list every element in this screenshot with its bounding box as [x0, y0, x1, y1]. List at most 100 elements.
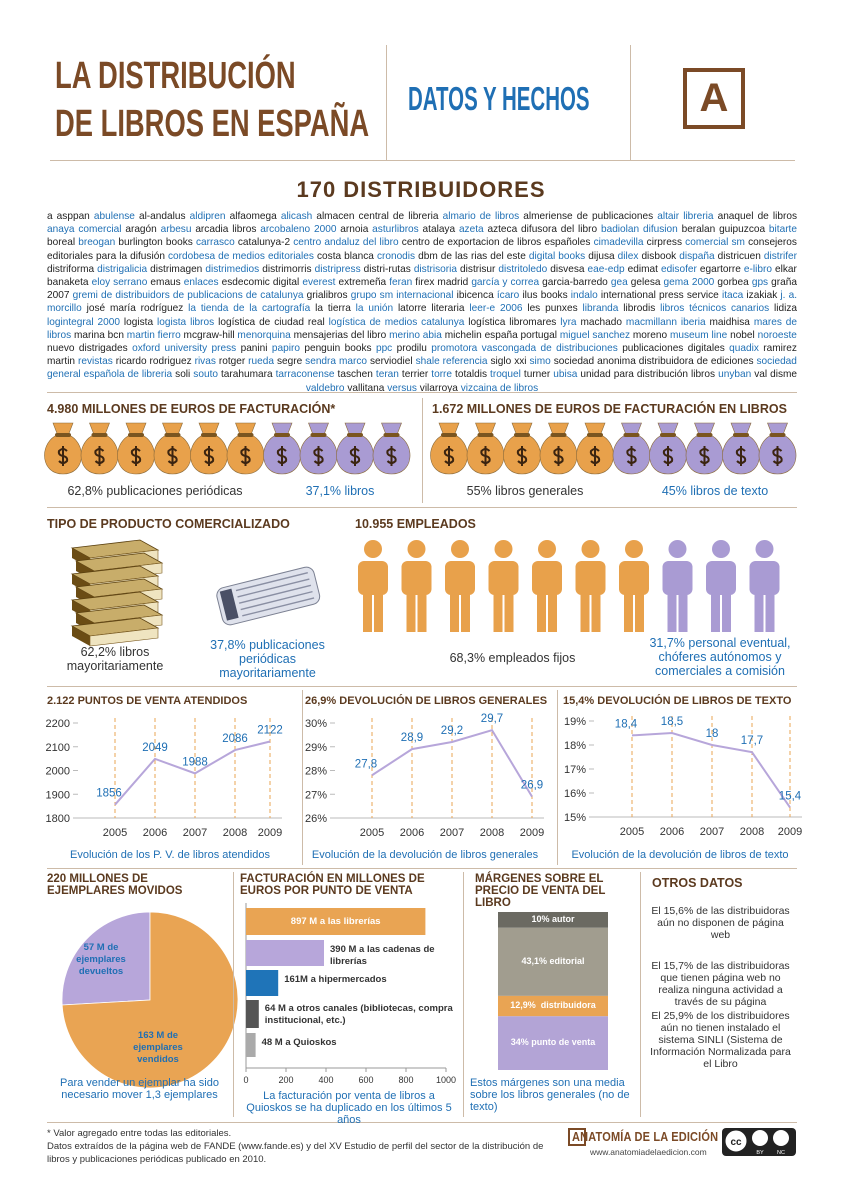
label: 62,8% publicaciones periódicas — [67, 484, 243, 498]
chart-title: 15,4% DEVOLUCIÓN DE LIBROS DE TEXTO — [563, 694, 792, 707]
distributor: catalunya-2 — [237, 237, 291, 249]
x-tick-label: 2005 — [103, 827, 127, 839]
head — [712, 540, 730, 558]
bag-tie — [310, 433, 327, 437]
person-icon — [662, 540, 693, 632]
money-bag — [226, 422, 265, 475]
chart-title: 2.122 PUNTOS DE VENTA ATENDIDOS — [47, 695, 247, 707]
segment-label: 43,1% editorial — [521, 955, 585, 966]
distributor: extremeña — [338, 277, 387, 289]
distributor: almario de libros — [442, 211, 520, 222]
torso — [662, 561, 693, 595]
distributor: garcia-barredo — [542, 277, 608, 289]
distributor: arbesu — [160, 224, 192, 236]
x-tick-label: 2007 — [700, 826, 724, 838]
bag-tie — [274, 433, 290, 437]
newspaper — [216, 566, 321, 626]
money-bag — [190, 422, 228, 475]
caption: Para vender un ejemplar ha sido necesari… — [60, 1077, 219, 1101]
y-tick-label: 15% — [564, 812, 586, 824]
distributor: elkar banaketa — [47, 263, 797, 289]
bag-tie — [696, 433, 713, 437]
distributor: costa blanca — [317, 250, 374, 262]
distributor: asturlibros — [372, 224, 419, 236]
torso — [445, 561, 475, 595]
stack-segment — [498, 1016, 608, 1070]
dollar-sign — [203, 446, 215, 466]
leg — [635, 590, 644, 632]
distributor: cordobesa de medios editoriales — [167, 250, 314, 262]
value-label: 15,4 — [779, 790, 802, 802]
distributor: valdebro — [305, 382, 345, 394]
money-bag — [685, 422, 724, 475]
distributor: noroeste — [757, 329, 797, 341]
label: 37,8% publicaciones periódicas mayoritar… — [210, 638, 325, 680]
y-tick-label: 17% — [564, 764, 586, 776]
x-tick-label: 2008 — [223, 827, 247, 839]
distributor: distrimedios — [205, 263, 260, 275]
pie-slice — [61, 911, 151, 1006]
distributor: alfaomega — [229, 211, 277, 222]
stack-segment — [498, 995, 608, 1017]
bar — [246, 908, 426, 935]
bag-tie — [91, 433, 108, 437]
bag-tie — [660, 433, 676, 437]
dollar-sign — [662, 446, 674, 466]
bag-tie — [550, 433, 567, 437]
section-title: OTROS DATOS — [652, 876, 743, 890]
leg — [722, 590, 731, 632]
distributor: districuen — [717, 250, 761, 262]
distributor: taschen — [337, 369, 373, 381]
value-label: 17,7 — [741, 735, 763, 747]
distributor: graña 2007 — [47, 277, 797, 302]
caption: Evolución de la devolución de libros de … — [571, 849, 788, 861]
distributor: gema 2000 — [663, 277, 715, 289]
value-label: 897 M a las librerías — [290, 916, 381, 927]
dollar-sign — [589, 446, 601, 466]
segment-label: 34% punto de venta — [510, 1037, 596, 1048]
head — [668, 540, 687, 558]
value-label: 26,9 — [521, 780, 543, 792]
label: 55% libros generales — [466, 484, 584, 498]
paper-line — [238, 584, 312, 604]
divider — [47, 1122, 797, 1123]
money-bag — [117, 422, 155, 475]
torso — [532, 561, 562, 595]
section-title: TIPO DE PRODUCTO COMERCIALIZADO — [47, 517, 290, 531]
chart-title: 26,9% DEVOLUCIÓN DE LIBROS GENERALES — [305, 694, 547, 707]
distributor: gremi de distribuidors de publicacions d… — [72, 290, 304, 302]
head — [755, 540, 774, 558]
value-label: 1988 — [182, 756, 208, 768]
distributor: macmillann iberia — [625, 316, 706, 328]
bar — [246, 1033, 256, 1057]
distributor: mensajerias del libro — [293, 329, 387, 341]
distributor: la tienda de la cartografía — [188, 303, 311, 315]
fact: El 15,6% de las distribuidoras aún no di… — [651, 905, 790, 941]
distributor: burlington books — [118, 237, 193, 249]
value-label: 64 M a otros canales (bibliotecas, compr… — [264, 1003, 453, 1026]
head — [581, 540, 600, 558]
value-label: 48 M a Quioskos — [261, 1037, 337, 1048]
distributor: gelesa — [630, 277, 661, 289]
paper-header — [219, 588, 239, 621]
value-label: 2049 — [142, 742, 168, 754]
distributor: leer-e 2006 — [469, 303, 523, 315]
dollar-sign — [130, 446, 142, 466]
bag-tie — [164, 433, 181, 437]
slice-label: 163 M de ejemplares vendidos — [133, 1030, 183, 1065]
badge-text: NC — [777, 1150, 785, 1156]
distributor: eloy serrano — [91, 277, 148, 289]
distributor: arcobaleno 2000 — [260, 224, 337, 236]
x-tick-label: 2009 — [520, 827, 544, 839]
bag-tie — [201, 433, 217, 437]
divider — [386, 45, 387, 160]
distributor: beralan guipuzcoa — [681, 224, 766, 236]
distributor: panini — [240, 343, 268, 355]
divider — [47, 507, 797, 508]
badge-circle — [752, 1130, 768, 1146]
segment-label: 12,9% distribuidora — [510, 1000, 596, 1011]
bag-tie — [477, 433, 494, 437]
x-tick-label: 2008 — [480, 827, 504, 839]
distributor: rotger — [218, 356, 246, 368]
brand-box — [568, 1128, 586, 1146]
